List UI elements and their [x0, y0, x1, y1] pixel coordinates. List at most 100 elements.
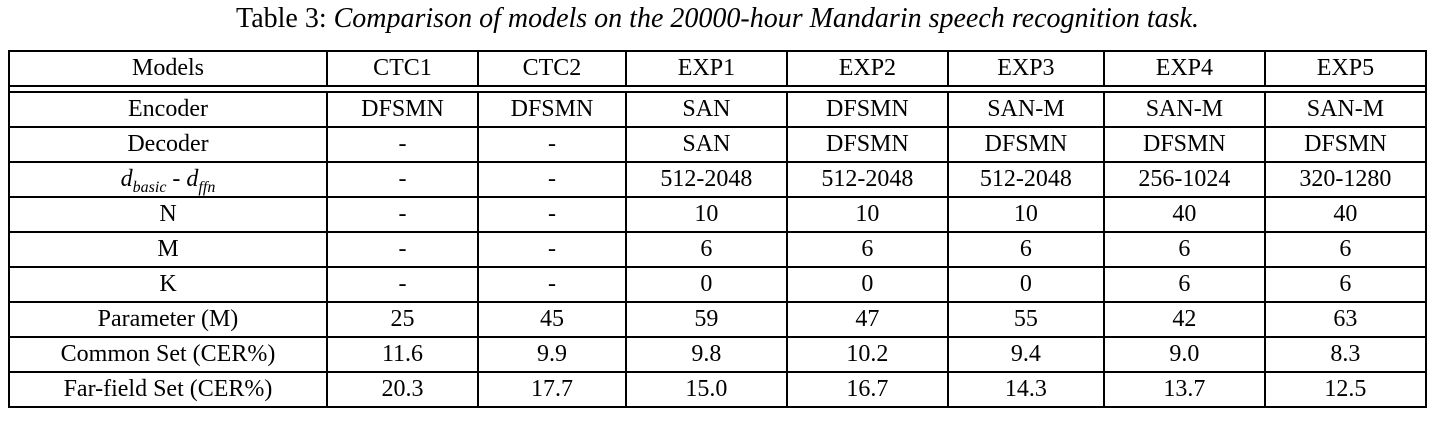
table-cell: 20.3 — [325, 371, 480, 408]
table-cell: 6 — [1102, 231, 1266, 268]
table-cell: - — [325, 126, 480, 163]
table-cell: - — [477, 161, 627, 198]
table-cell: 6 — [624, 231, 788, 268]
table-cell: DFSMN — [785, 126, 949, 163]
table-cell: 0 — [946, 266, 1105, 303]
table-cell: 10.2 — [785, 336, 949, 373]
table-cell: DFSMN — [946, 126, 1105, 163]
table-cell: 12.5 — [1263, 371, 1428, 408]
table-cell: 10 — [624, 196, 788, 233]
table-cell: SAN-M — [1102, 91, 1266, 128]
table-caption-text: Comparison of models on the 20000-hour M… — [333, 3, 1199, 34]
table-cell: - — [325, 161, 480, 198]
table-cell: - — [477, 196, 627, 233]
table-cell: 47 — [785, 301, 949, 338]
table-cell: SAN — [624, 91, 788, 128]
table-cell: 45 — [477, 301, 627, 338]
table-cell: 6 — [1102, 266, 1266, 303]
table-cell: 14.3 — [946, 371, 1105, 408]
row-label: Far-field Set (CER%) — [8, 371, 328, 408]
table-row: Far-field Set (CER%) 20.3 17.7 15.0 16.7 14.3… — [8, 371, 1428, 408]
table-cell: 10 — [946, 196, 1105, 233]
table-cell: 9.4 — [946, 336, 1105, 373]
table-cell: 15.0 — [624, 371, 788, 408]
row-label: N — [8, 196, 328, 233]
column-header: CTC1 — [325, 50, 480, 87]
table-cell: DFSMN — [785, 91, 949, 128]
header-row: Models CTC1 CTC2 EXP1 EXP2 EXP3 EXP4 EXP5 — [8, 50, 1428, 87]
comparison-table: Models CTC1 CTC2 EXP1 EXP2 EXP3 EXP4 EXP5 Encod… — [8, 50, 1428, 408]
table-cell: DFSMN — [477, 91, 627, 128]
table-cell: 9.0 — [1102, 336, 1266, 373]
table-cell: 17.7 — [477, 371, 627, 408]
row-label: K — [8, 266, 328, 303]
row-label: M — [8, 231, 328, 268]
row-label: Decoder — [8, 126, 328, 163]
table-cell: 16.7 — [785, 371, 949, 408]
table-cell: 63 — [1263, 301, 1428, 338]
math-variable: d — [120, 166, 133, 192]
column-header: EXP2 — [785, 50, 949, 87]
table-cell: 40 — [1263, 196, 1428, 233]
table-row: Common Set (CER%) 11.6 9.9 9.8 10.2 9.4 9.0 8.3 — [8, 336, 1428, 373]
math-subscript: ffn — [198, 178, 216, 196]
table-cell: 6 — [1263, 266, 1428, 303]
column-header: CTC2 — [477, 50, 627, 87]
table-row: Parameter (M) 25 45 59 47 55 42 63 — [8, 301, 1428, 338]
table-cell: 512-2048 — [624, 161, 788, 198]
table-cell: 9.9 — [477, 336, 627, 373]
row-label: dbasic - dffn — [8, 161, 328, 198]
table-row: Encoder DFSMN DFSMN SAN DFSMN SAN-M SAN-M SAN-M — [8, 91, 1428, 128]
table-cell: SAN-M — [1263, 91, 1428, 128]
table-cell: - — [325, 196, 480, 233]
table-cell: 6 — [785, 231, 949, 268]
table-row: N - -10 10 10 40 40 — [8, 196, 1428, 233]
table-cell: - — [325, 266, 480, 303]
column-header: EXP1 — [624, 50, 788, 87]
table-cell: 6 — [1263, 231, 1428, 268]
table-cell: 59 — [624, 301, 788, 338]
table-cell: 0 — [785, 266, 949, 303]
table-cell: 320-1280 — [1263, 161, 1428, 198]
table-cell: - — [477, 126, 627, 163]
row-label: Common Set (CER%) — [8, 336, 328, 373]
double-rule-spacer — [8, 85, 1427, 93]
row-label: Parameter (M) — [8, 301, 328, 338]
table-cell: DFSMN — [325, 91, 480, 128]
table-caption: Table 3: Comparison of models on the 200… — [0, 3, 1435, 35]
table-cell: 512-2048 — [785, 161, 949, 198]
table-cell: SAN — [624, 126, 788, 163]
table-body: Encoder DFSMN DFSMN SAN DFSMN SAN-M SAN-M SAN-M… — [8, 85, 1428, 408]
column-header: Models — [8, 50, 328, 87]
table-cell: 256-1024 — [1102, 161, 1266, 198]
table-row: dbasic - dffn - -512-2048 512-2048 512-2048 2… — [8, 161, 1428, 198]
table-cell: 25 — [325, 301, 480, 338]
table-cell: DFSMN — [1263, 126, 1428, 163]
row-label: Encoder — [8, 91, 328, 128]
table-cell: - — [477, 231, 627, 268]
column-header: EXP5 — [1263, 50, 1428, 87]
table-row: Decoder - - SAN DFSMN DFSMN DFSMN DFSMN — [8, 126, 1428, 163]
paper-page: Table 3: Comparison of models on the 200… — [0, 3, 1435, 408]
table-cell: 512-2048 — [946, 161, 1105, 198]
table-cell: 11.6 — [325, 336, 480, 373]
math-variable: - — [166, 166, 187, 192]
table-cell: DFSMN — [1102, 126, 1266, 163]
double-rule-gap — [8, 85, 1427, 93]
table-cell: 13.7 — [1102, 371, 1266, 408]
table-caption-label: Table 3: — [236, 3, 327, 34]
table-cell: 55 — [946, 301, 1105, 338]
column-header: EXP4 — [1102, 50, 1266, 87]
table-cell: - — [325, 231, 480, 268]
table-cell: SAN-M — [946, 91, 1105, 128]
table-cell: 0 — [624, 266, 788, 303]
table-cell: 40 — [1102, 196, 1266, 233]
table-cell: 9.8 — [624, 336, 788, 373]
table-cell: - — [477, 266, 627, 303]
table-cell: 42 — [1102, 301, 1266, 338]
table-cell: 8.3 — [1263, 336, 1428, 373]
column-header: EXP3 — [946, 50, 1105, 87]
math-variable: d — [186, 166, 199, 192]
